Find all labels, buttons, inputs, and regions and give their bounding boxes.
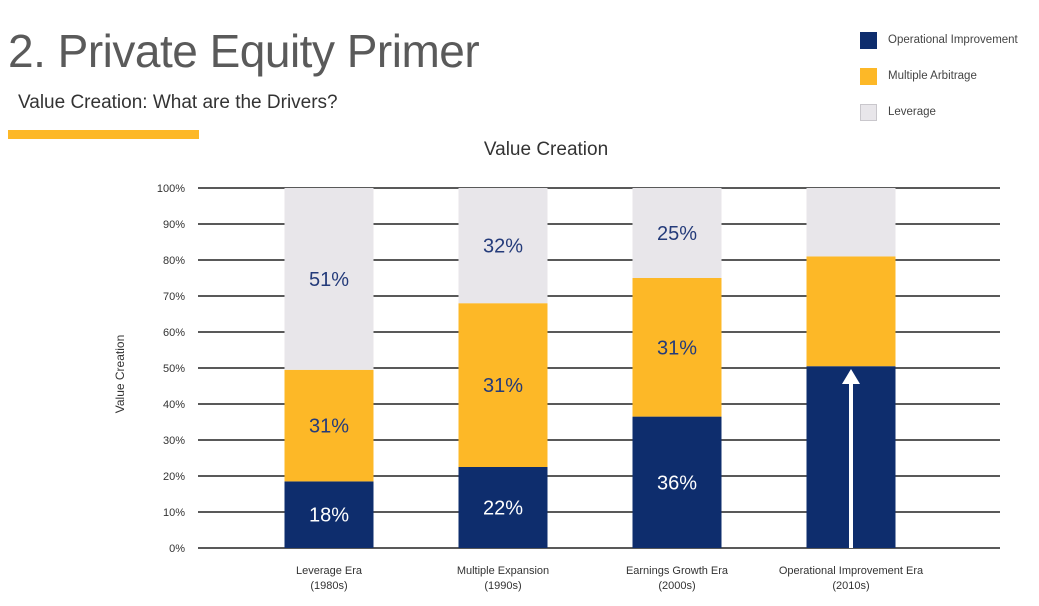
x-tick-label: (2010s)	[832, 580, 869, 592]
gold-square-icon	[860, 67, 877, 85]
x-tick-label: Earnings Growth Era	[626, 565, 729, 577]
y-tick-label: 100%	[157, 183, 185, 195]
data-label: 31%	[657, 337, 697, 359]
y-tick-label: 70%	[163, 291, 185, 303]
navy-square-icon	[860, 31, 877, 49]
x-tick-label: Multiple Expansion	[457, 565, 549, 577]
legend-item-multiple-arbitrage: Multiple Arbitrage	[860, 58, 1018, 94]
data-label: 22%	[483, 498, 523, 520]
legend-label: Multiple Arbitrage	[888, 70, 977, 82]
bar-segment	[632, 278, 722, 417]
x-tick-label: Operational Improvement Era	[779, 565, 924, 577]
annotations	[842, 369, 860, 548]
y-tick-label: 40%	[163, 399, 185, 411]
light-gray-square-icon	[860, 103, 877, 121]
x-tick-label: (1990s)	[484, 580, 521, 592]
page-subtitle: Value Creation: What are the Drivers?	[18, 92, 338, 113]
legend-item-leverage: Leverage	[860, 94, 1018, 130]
bar-segment	[284, 369, 374, 482]
y-tick-label: 0%	[169, 543, 185, 555]
y-tick-label: 80%	[163, 255, 185, 267]
data-label: 18%	[309, 505, 349, 527]
data-label: 25%	[657, 223, 697, 245]
data-label: 32%	[483, 236, 523, 258]
chart-title: Value Creation	[484, 139, 608, 160]
axis-ticks: 0% 10% 20% 30% 40% 50% 60% 70% 80% 90% 100% Leverag…	[157, 183, 924, 592]
y-axis-label: Value Creation	[113, 335, 127, 414]
y-tick-label: 60%	[163, 327, 185, 339]
data-labels: 18% 31% 51% 22% 31% 32% 36% 31% 25%	[309, 223, 697, 527]
page-title: 2. Private Equity Primer	[8, 25, 480, 77]
legend-label: Operational Improvement	[888, 34, 1018, 46]
data-label: 36%	[657, 472, 697, 494]
bar-segment	[284, 481, 374, 548]
legend-label: Leverage	[888, 106, 936, 118]
accent-bar	[8, 130, 199, 139]
data-label: 51%	[309, 269, 349, 291]
x-tick-label: (1980s)	[310, 580, 347, 592]
bar-segment	[458, 303, 548, 467]
arrow-up-icon	[842, 369, 860, 384]
x-tick-label: (2000s)	[658, 580, 695, 592]
data-label: 31%	[483, 375, 523, 397]
y-tick-label: 50%	[163, 363, 185, 375]
y-tick-label: 20%	[163, 471, 185, 483]
data-label: 31%	[309, 416, 349, 438]
bar-segment	[632, 416, 722, 548]
bar-segment	[458, 188, 548, 304]
bar-segment	[632, 188, 722, 278]
bar-segment	[458, 467, 548, 548]
y-tick-label: 30%	[163, 435, 185, 447]
bar-segment	[806, 256, 896, 367]
y-tick-label: 90%	[163, 219, 185, 231]
y-tick-label: 10%	[163, 507, 185, 519]
x-tick-label: Leverage Era	[296, 565, 363, 577]
legend-item-operational-improvement: Operational Improvement	[860, 22, 1018, 58]
bar-segment	[284, 188, 374, 370]
bar-segment	[806, 188, 896, 257]
chart-legend: Operational Improvement Multiple Arbitra…	[860, 22, 1018, 130]
